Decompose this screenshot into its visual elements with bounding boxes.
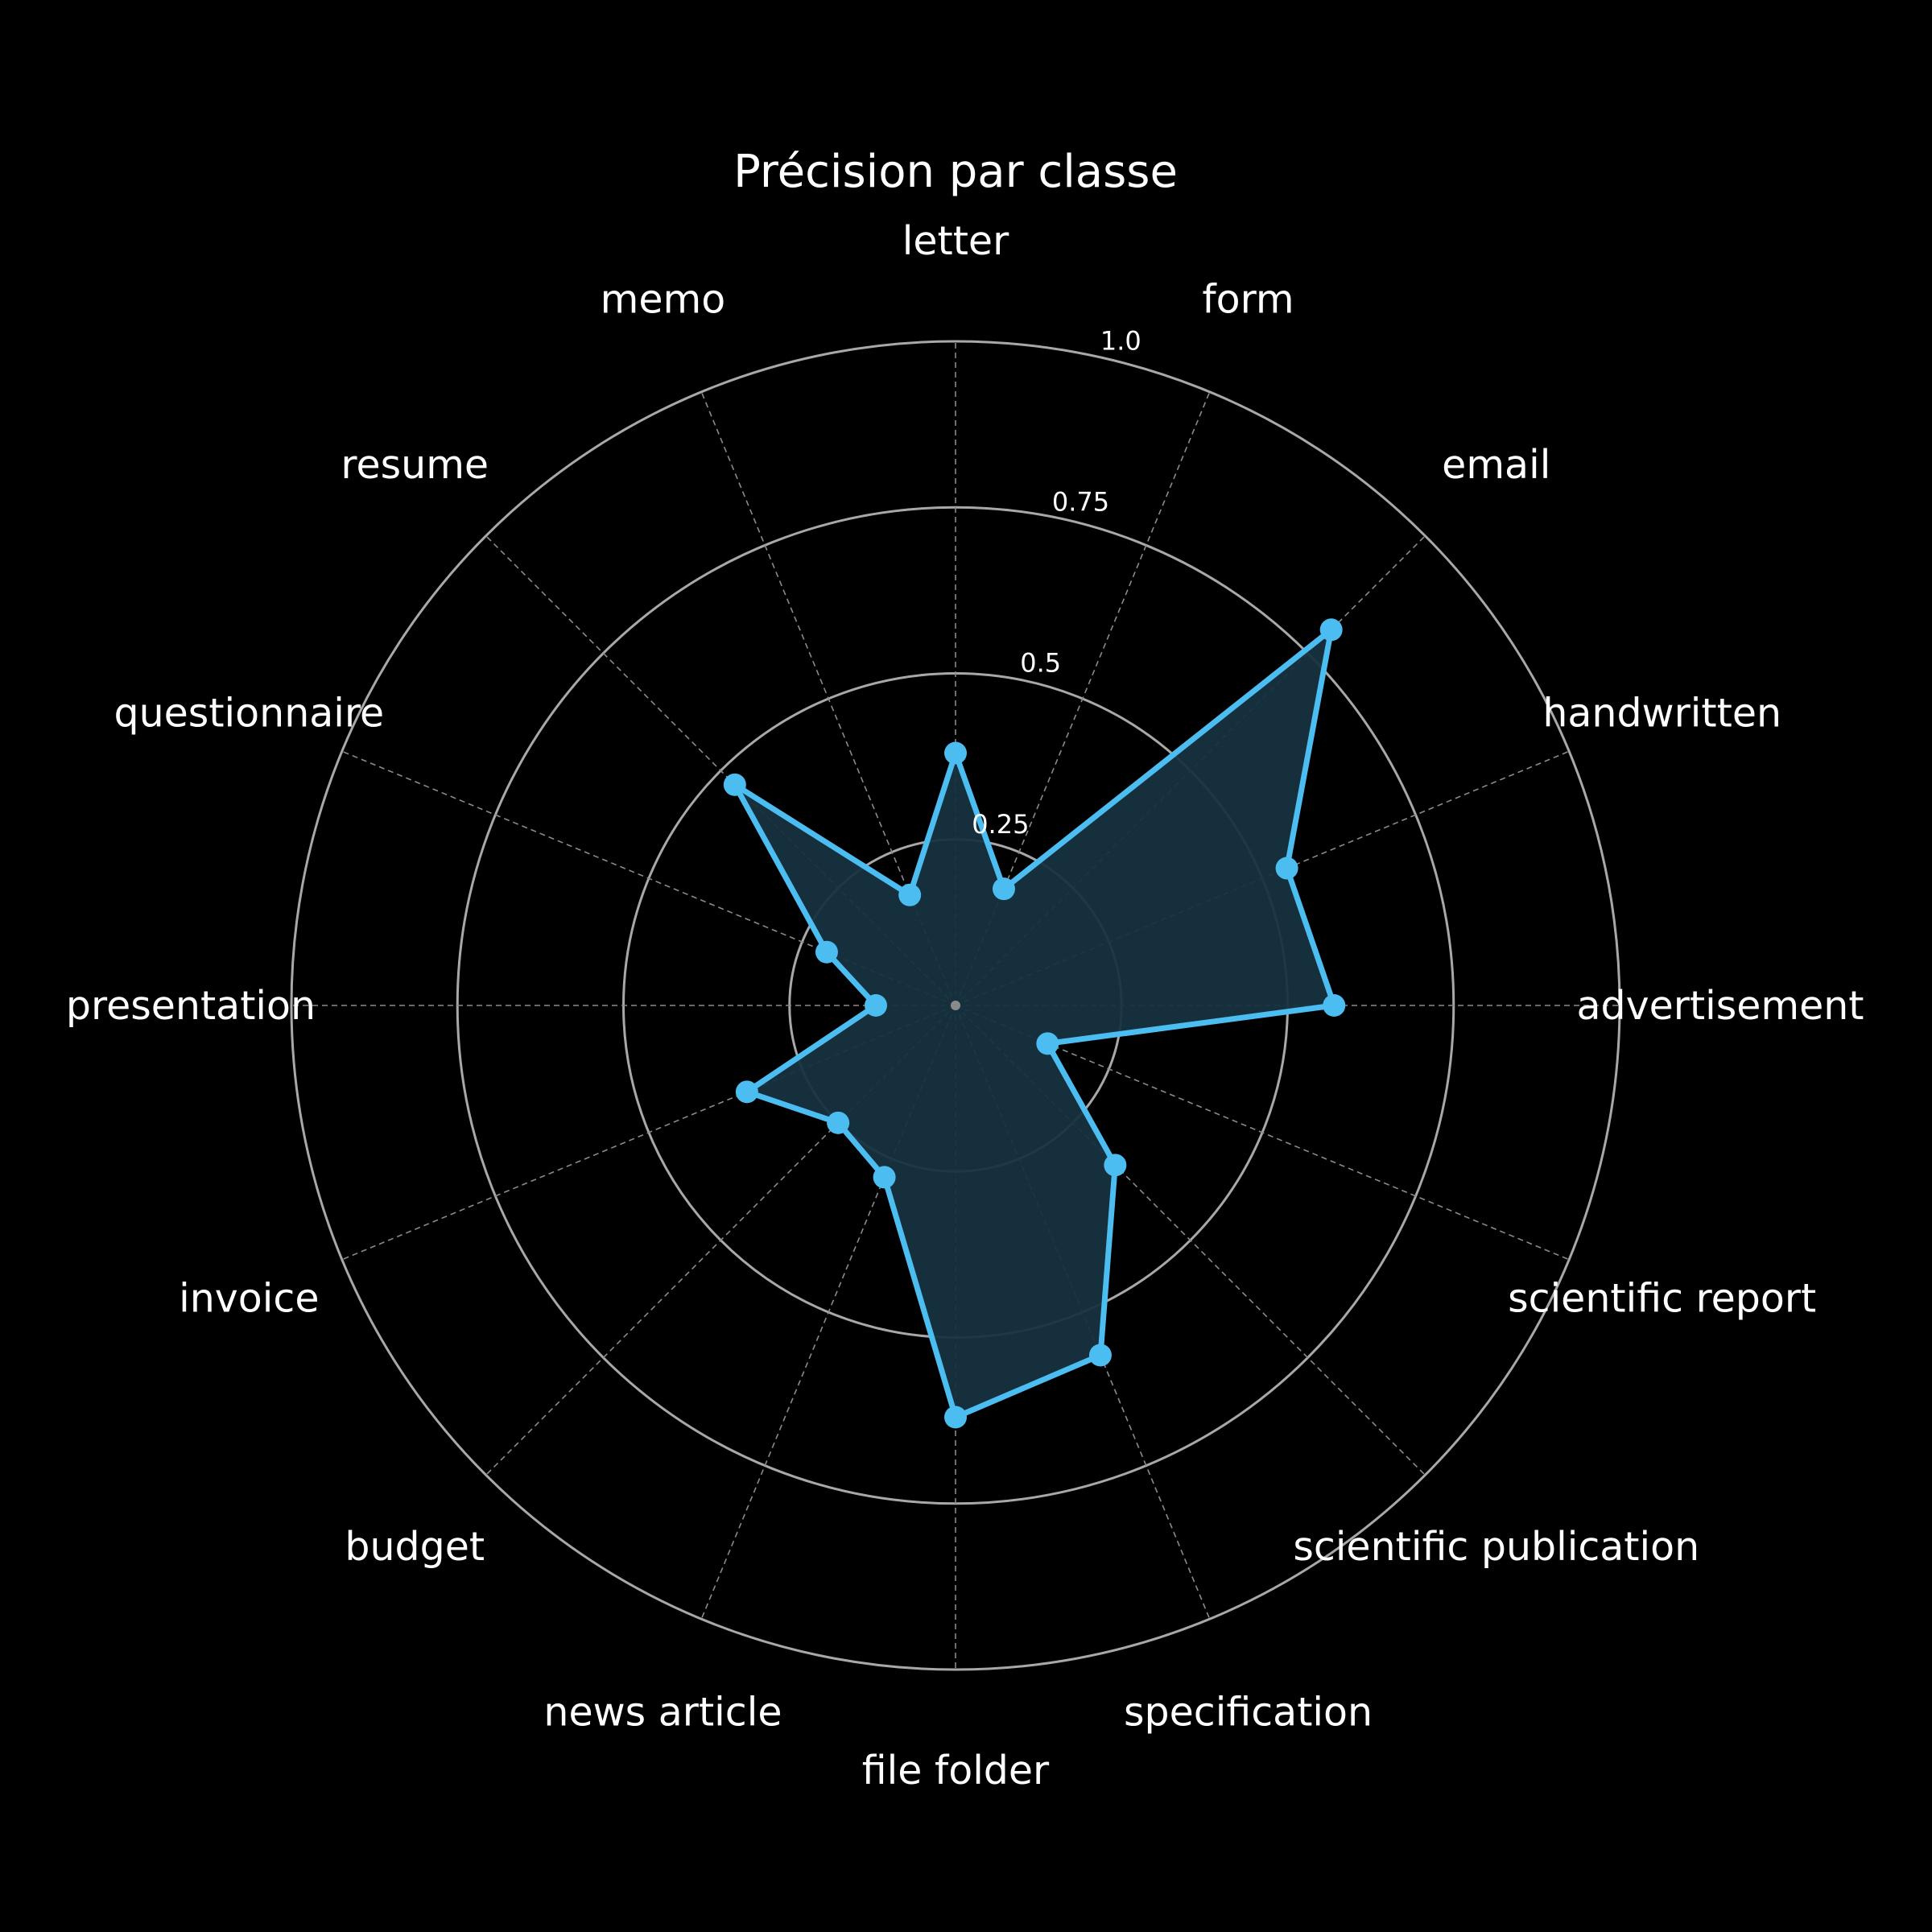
center-dot: [951, 1001, 960, 1010]
data-point-letter: [944, 741, 967, 765]
data-point-file-folder: [944, 1406, 967, 1429]
data-point-memo: [898, 883, 922, 906]
data-point-resume: [723, 773, 746, 796]
category-label: memo: [601, 276, 726, 322]
grid-ring: [290, 340, 1621, 1671]
category-label: advertisement: [1576, 983, 1864, 1029]
category-label: scientific report: [1508, 1276, 1816, 1322]
data-point-scientific-report: [1036, 1032, 1059, 1055]
category-label: handwritten: [1542, 690, 1781, 736]
category-label: form: [1202, 276, 1294, 322]
category-label: news article: [543, 1690, 782, 1736]
series-area: [732, 626, 1337, 1420]
category-label: resume: [341, 442, 489, 488]
radial-tick-labels: 0.25 0.5 0.75 1.0: [972, 325, 1141, 839]
radial-tick-label: 0.25: [972, 809, 1029, 840]
category-label: questionnaire: [114, 690, 385, 736]
data-point-handwritten: [1275, 857, 1298, 880]
data-point-advertisement: [1323, 994, 1346, 1017]
data-point-news-article: [873, 1166, 896, 1189]
category-label: budget: [345, 1524, 485, 1570]
category-label: specification: [1124, 1690, 1373, 1736]
category-label: scientific publication: [1293, 1524, 1699, 1570]
category-label: presentation: [66, 983, 316, 1029]
category-label: letter: [902, 218, 1009, 264]
radial-tick-label: 0.75: [1052, 487, 1109, 518]
data-point-specification: [1088, 1344, 1112, 1367]
category-label: email: [1442, 442, 1550, 488]
data-point-questionnaire: [815, 940, 838, 964]
data-point-form: [992, 877, 1015, 901]
series-layer: [723, 618, 1346, 1429]
data-point-budget: [827, 1111, 850, 1134]
category-labels: letter form email handwritten advertisement s…: [66, 218, 1864, 1794]
chart-title: Précision par classe: [733, 146, 1178, 198]
data-point-email: [1319, 618, 1343, 642]
radial-tick-label: 1.0: [1100, 325, 1141, 356]
category-label: file folder: [862, 1748, 1050, 1794]
data-point-scientific-publication: [1104, 1154, 1127, 1177]
data-point-invoice: [735, 1080, 758, 1104]
data-point-presentation: [865, 994, 887, 1017]
category-label: invoice: [179, 1276, 319, 1322]
radial-tick-label: 0.5: [1020, 648, 1061, 679]
